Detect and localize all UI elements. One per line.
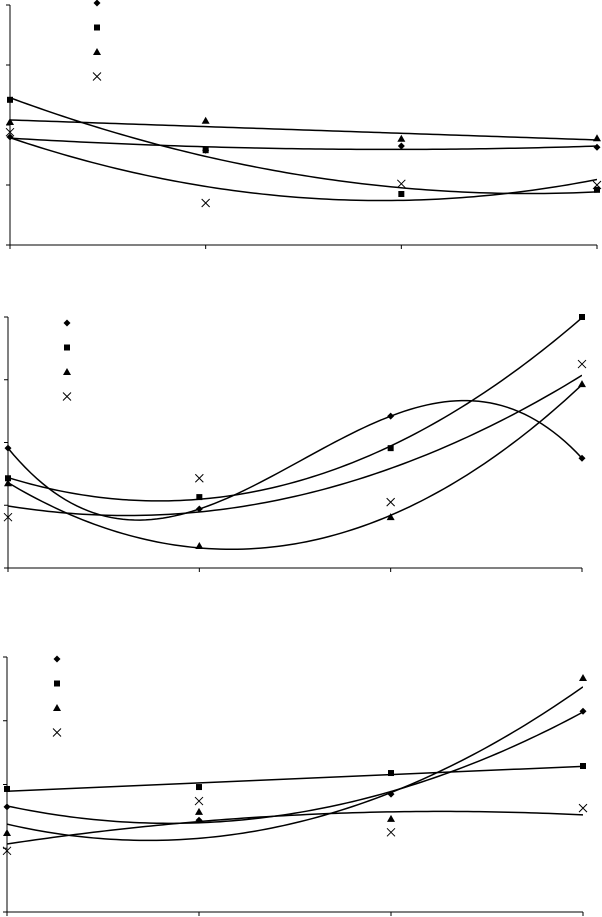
marker-triangle bbox=[195, 542, 204, 550]
marker-square bbox=[580, 763, 586, 770]
marker-x bbox=[578, 803, 588, 813]
legend-marker bbox=[62, 392, 72, 401]
legend-marker bbox=[53, 704, 61, 711]
trendline bbox=[8, 317, 582, 502]
marker-triangle bbox=[397, 134, 406, 142]
legend-marker bbox=[92, 72, 102, 81]
marker-diamond bbox=[397, 142, 405, 150]
trendline bbox=[10, 97, 597, 195]
legend-marker bbox=[93, 0, 101, 7]
marker-triangle bbox=[578, 380, 586, 388]
trendline bbox=[7, 810, 583, 845]
marker-triangle bbox=[201, 116, 210, 124]
legend-marker bbox=[94, 24, 100, 31]
marker-square bbox=[5, 475, 11, 482]
marker-x bbox=[194, 473, 204, 483]
marker-diamond bbox=[4, 444, 12, 452]
marker-triangle bbox=[593, 134, 601, 142]
marker-triangle bbox=[387, 814, 395, 822]
trendline bbox=[10, 137, 597, 151]
marker-x bbox=[396, 179, 406, 189]
marker-diamond bbox=[3, 803, 11, 811]
scatter-chart bbox=[2, 655, 588, 916]
marker-diamond bbox=[195, 505, 203, 513]
trendline bbox=[10, 119, 597, 141]
marker-square bbox=[594, 186, 600, 193]
marker-square bbox=[398, 191, 405, 197]
scatter-chart bbox=[5, 0, 602, 249]
marker-x bbox=[386, 497, 396, 507]
marker-triangle bbox=[6, 118, 14, 125]
legend-marker bbox=[63, 319, 71, 327]
scatter-chart bbox=[3, 314, 587, 572]
marker-x bbox=[2, 846, 12, 856]
trendline bbox=[7, 686, 583, 842]
marker-triangle bbox=[195, 807, 203, 815]
legend-marker bbox=[64, 344, 70, 351]
marker-square bbox=[196, 784, 202, 791]
trendline bbox=[7, 711, 583, 825]
trendline bbox=[7, 765, 583, 792]
legend-marker bbox=[52, 728, 62, 737]
legend-marker bbox=[54, 680, 60, 687]
legend-marker bbox=[93, 48, 101, 55]
marker-square bbox=[4, 785, 10, 792]
trendline bbox=[8, 374, 582, 517]
marker-diamond bbox=[578, 454, 586, 462]
marker-diamond bbox=[387, 412, 395, 420]
trendline bbox=[8, 399, 582, 521]
marker-triangle bbox=[579, 674, 587, 682]
marker-diamond bbox=[579, 707, 587, 715]
marker-x bbox=[577, 359, 587, 369]
marker-square bbox=[196, 494, 203, 501]
marker-square bbox=[579, 314, 585, 320]
marker-triangle bbox=[3, 828, 11, 836]
legend-marker bbox=[53, 655, 61, 663]
marker-square bbox=[387, 445, 394, 452]
marker-diamond bbox=[593, 143, 601, 151]
marker-square bbox=[388, 770, 394, 777]
marker-x bbox=[194, 796, 204, 806]
marker-x bbox=[3, 512, 13, 522]
marker-x bbox=[5, 127, 15, 137]
marker-square bbox=[7, 96, 13, 103]
marker-x bbox=[386, 827, 396, 837]
trendline bbox=[10, 137, 597, 202]
marker-square bbox=[202, 147, 209, 154]
marker-triangle bbox=[386, 513, 395, 521]
legend-marker bbox=[63, 368, 71, 375]
marker-x bbox=[592, 180, 602, 190]
trendline bbox=[8, 384, 582, 551]
marker-triangle bbox=[4, 479, 12, 487]
marker-x bbox=[201, 198, 211, 208]
